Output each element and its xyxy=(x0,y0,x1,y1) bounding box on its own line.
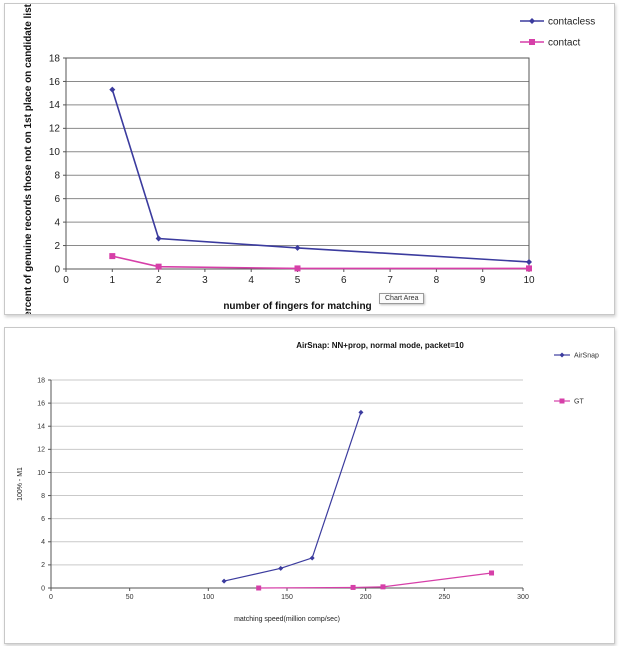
data-point-GT xyxy=(350,584,356,590)
data-point-contacless xyxy=(294,244,301,251)
y-tick-label: 18 xyxy=(49,53,61,64)
y-axis-label: 100% - M1 xyxy=(17,467,24,501)
x-tick-label: 0 xyxy=(49,594,53,601)
x-tick-label: 10 xyxy=(523,275,535,286)
x-tick-label: 200 xyxy=(360,594,372,601)
chart-panel-airsnap[interactable]: 0 2 4 6 8 10 12 14 16 18 0 50 100 150 200 250 300 matchin… xyxy=(4,327,615,644)
data-point-AirSnap xyxy=(278,565,284,571)
y-tick-label: 6 xyxy=(54,194,60,205)
x-tick-label: 4 xyxy=(248,275,254,286)
y-tick-label: 8 xyxy=(54,171,60,182)
x-tick-label: 0 xyxy=(63,275,69,286)
series-line-AirSnap xyxy=(223,412,362,582)
x-tick-label: 50 xyxy=(126,594,134,601)
airsnap-speed-chart: 0 2 4 6 8 10 12 14 16 18 0 50 100 150 200 250 300 matchin… xyxy=(17,341,599,623)
data-point-GT xyxy=(256,585,262,591)
y-tick-label: 4 xyxy=(41,539,45,546)
y-tick-label: 10 xyxy=(49,147,61,158)
y-tick-label: 2 xyxy=(54,241,60,252)
x-tick-label: 250 xyxy=(438,594,450,601)
data-point-contact xyxy=(155,263,162,270)
series-line-contact xyxy=(112,255,529,270)
y-tick-label: 12 xyxy=(37,447,45,454)
legend-label-GT: GT xyxy=(574,398,584,405)
series-line-contacless xyxy=(111,89,530,263)
data-point-contacless xyxy=(155,235,162,242)
x-tick-label: 6 xyxy=(341,275,347,286)
x-tick-label: 1 xyxy=(110,275,116,286)
legend-marker-contact xyxy=(529,39,535,45)
x-tick-label: 3 xyxy=(202,275,208,286)
x-tick-label: 2 xyxy=(156,275,162,286)
x-axis-label: number of fingers for matching xyxy=(223,301,371,312)
legend-marker-contacless xyxy=(529,18,535,24)
data-point-GT xyxy=(489,570,495,576)
x-tick-label: 8 xyxy=(434,275,440,286)
y-tick-label: 4 xyxy=(54,217,60,228)
data-point-AirSnap xyxy=(309,555,315,561)
x-tick-label: 300 xyxy=(517,594,529,601)
data-point-contacless xyxy=(109,86,116,93)
legend-label-contacless: contacless xyxy=(548,16,595,27)
y-tick-label: 2 xyxy=(41,562,45,569)
data-point-AirSnap xyxy=(358,409,364,415)
legend-marker-GT xyxy=(559,398,565,404)
chart-area-tooltip: Chart Area xyxy=(379,293,425,304)
data-point-contact xyxy=(109,253,116,260)
chart-title: AirSnap: NN+prop, normal mode, packet=10 xyxy=(296,341,464,350)
y-tick-label: 10 xyxy=(37,470,45,477)
x-tick-label: 9 xyxy=(480,275,486,286)
x-axis-label: matching speed(million comp/sec) xyxy=(234,616,340,623)
x-tick-label: 100 xyxy=(202,594,214,601)
x-tick-label: 7 xyxy=(387,275,393,286)
y-tick-label: 14 xyxy=(37,424,45,431)
series-line-GT xyxy=(258,572,492,589)
data-point-contact xyxy=(526,265,532,272)
y-tick-label: 0 xyxy=(41,585,45,592)
y-tick-label: 16 xyxy=(37,400,45,407)
legend-label-AirSnap: AirSnap xyxy=(574,352,599,359)
legend-label-contact: contact xyxy=(548,37,580,48)
y-tick-label: 6 xyxy=(41,516,45,523)
data-point-AirSnap xyxy=(221,578,227,584)
y-tick-label: 18 xyxy=(37,377,45,384)
chart-panel-fingers[interactable]: 0 2 4 6 8 10 12 14 16 18 0 1 2 3 4 5 6 7 8 9 10 number of fin… xyxy=(4,3,615,315)
data-point-contact xyxy=(294,265,301,272)
data-point-contacless xyxy=(526,258,532,265)
data-point-GT xyxy=(380,584,386,590)
legend-marker-AirSnap xyxy=(559,352,565,358)
x-tick-label: 5 xyxy=(295,275,301,286)
y-tick-label: 12 xyxy=(49,124,61,135)
y-axis-label: percent of genuine records those not on … xyxy=(23,4,34,314)
y-tick-label: 0 xyxy=(54,264,60,275)
y-tick-label: 8 xyxy=(41,493,45,500)
x-tick-label: 150 xyxy=(281,594,293,601)
y-tick-label: 14 xyxy=(49,100,61,111)
y-tick-label: 16 xyxy=(49,77,61,88)
